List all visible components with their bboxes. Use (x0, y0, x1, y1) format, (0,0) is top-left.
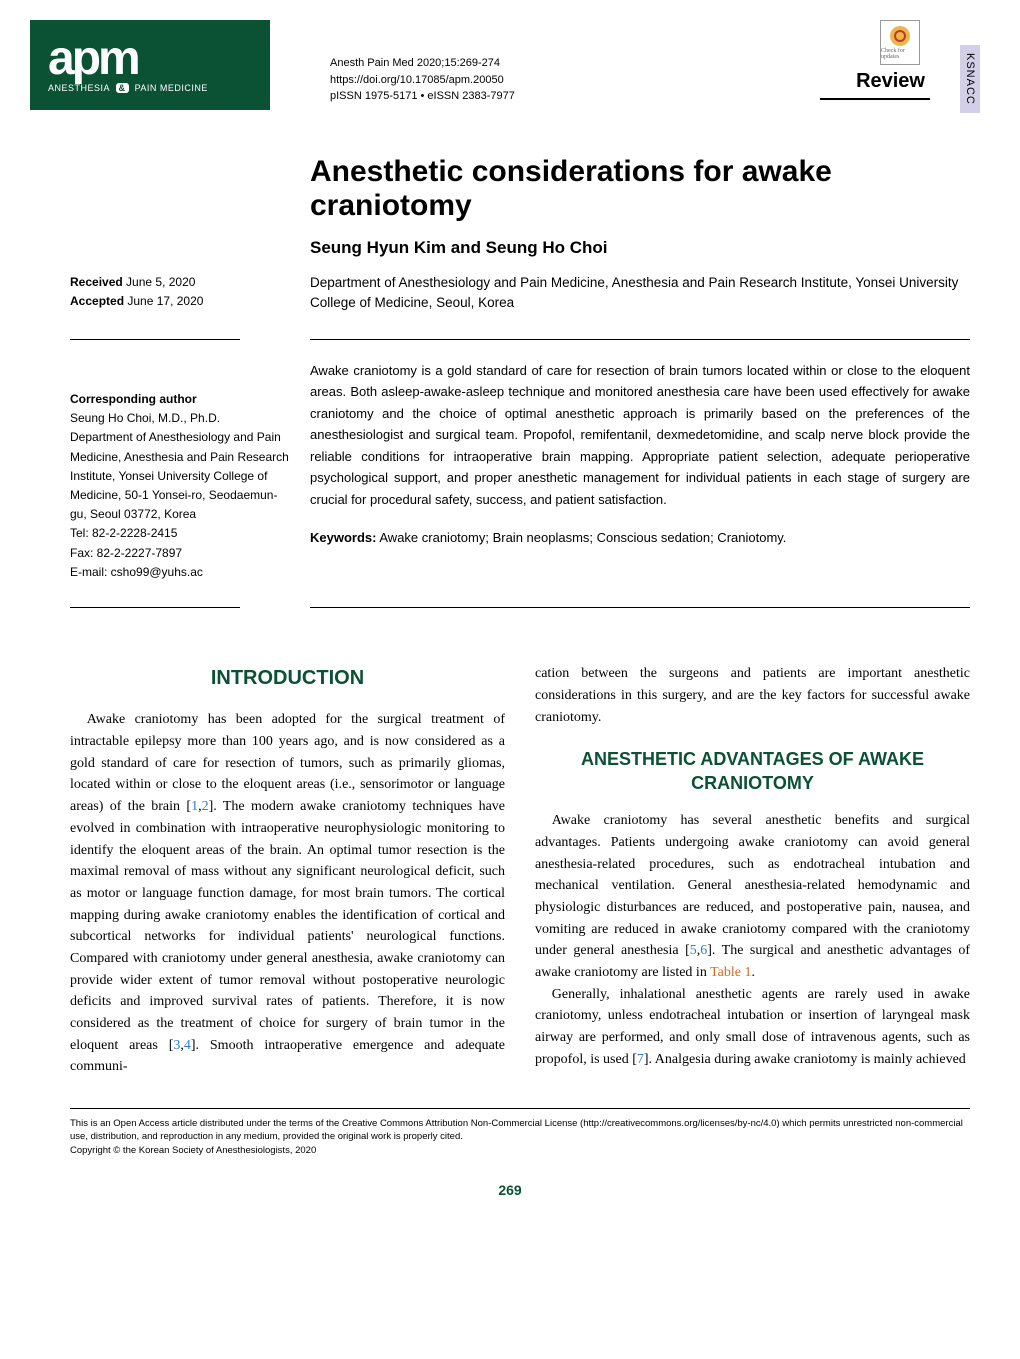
advantages-heading: ANESTHETIC ADVANTAGES OF AWAKE CRANIOTOM… (535, 748, 970, 795)
ref-4[interactable]: 4 (184, 1038, 191, 1053)
accepted-label: Accepted (70, 294, 124, 308)
divider-right-2 (310, 607, 970, 609)
divider-left (70, 339, 240, 341)
doi-link[interactable]: https://doi.org/10.17085/apm.20050 (330, 72, 515, 89)
corresponding-name: Seung Ho Choi, M.D., Ph.D. (70, 409, 290, 428)
divider-right (310, 339, 970, 341)
corresponding-tel: Tel: 82-2-2228-2415 (70, 524, 290, 543)
meta-row: Received June 5, 2020 Accepted June 17, … (70, 273, 970, 314)
corresponding-author-block: Corresponding author Seung Ho Choi, M.D.… (70, 360, 310, 582)
section-side-tab: KSNACC (960, 45, 980, 113)
citation-block: Anesth Pain Med 2020;15:269-274 https://… (330, 55, 515, 105)
article-type-underline (820, 98, 930, 100)
article-type-label: Review (856, 70, 925, 93)
body-columns: INTRODUCTION Awake craniotomy has been a… (70, 663, 970, 1078)
abstract-row: Corresponding author Seung Ho Choi, M.D.… (70, 360, 970, 582)
abstract-text: Awake craniotomy is a gold standard of c… (310, 360, 970, 510)
ref-7[interactable]: 7 (637, 1052, 644, 1067)
ref-5[interactable]: 5 (690, 943, 697, 958)
keywords-text: Awake craniotomy; Brain neoplasms; Consc… (379, 530, 786, 545)
footer-block: This is an Open Access article distribut… (70, 1117, 970, 1157)
issn-text: pISSN 1975-5171 • eISSN 2383-7977 (330, 88, 515, 105)
dates-block: Received June 5, 2020 Accepted June 17, … (70, 273, 310, 314)
logo-text: apm (48, 37, 252, 80)
accepted-date: June 17, 2020 (127, 294, 203, 308)
corresponding-email[interactable]: E-mail: csho99@yuhs.ac (70, 563, 290, 582)
footer-divider (70, 1108, 970, 1109)
advantages-p2: Generally, inhalational anesthetic agent… (535, 984, 970, 1071)
article-authors: Seung Hyun Kim and Seung Ho Choi (310, 238, 970, 258)
abstract-block: Awake craniotomy is a gold standard of c… (310, 360, 970, 582)
keywords-label: Keywords: (310, 530, 376, 545)
license-text: This is an Open Access article distribut… (70, 1117, 970, 1144)
table-1-ref[interactable]: Table 1 (710, 965, 751, 980)
introduction-heading: INTRODUCTION (70, 663, 505, 694)
keywords-line: Keywords: Awake craniotomy; Brain neopla… (310, 530, 970, 545)
corresponding-label: Corresponding author (70, 390, 290, 409)
divider-left-2 (70, 607, 240, 609)
page-number: 269 (0, 1182, 1020, 1198)
copyright-text: Copyright © the Korean Society of Anesth… (70, 1144, 970, 1157)
journal-header: apm ANESTHESIA & PAIN MEDICINE Anesth Pa… (0, 0, 1020, 120)
corresponding-fax: Fax: 82-2-2227-7897 (70, 544, 290, 563)
introduction-paragraph: Awake craniotomy has been adopted for th… (70, 709, 505, 1078)
received-date: June 5, 2020 (126, 275, 195, 289)
column-right: cation between the surgeons and patients… (535, 663, 970, 1078)
ref-2[interactable]: 2 (202, 799, 209, 814)
department-affiliation: Department of Anesthesiology and Pain Me… (310, 273, 970, 314)
crossmark-icon (890, 26, 910, 46)
advantages-p1: Awake craniotomy has several anesthetic … (535, 810, 970, 984)
corresponding-address: Department of Anesthesiology and Pain Me… (70, 428, 290, 524)
citation-text: Anesth Pain Med 2020;15:269-274 (330, 55, 515, 72)
crossmark-badge[interactable]: Check for updates (880, 20, 920, 65)
journal-logo: apm ANESTHESIA & PAIN MEDICINE (30, 20, 270, 110)
column-left: INTRODUCTION Awake craniotomy has been a… (70, 663, 505, 1078)
logo-subtitle: ANESTHESIA & PAIN MEDICINE (48, 83, 252, 93)
received-label: Received (70, 275, 123, 289)
introduction-continuation: cation between the surgeons and patients… (535, 663, 970, 728)
article-title: Anesthetic considerations for awake cran… (310, 155, 970, 223)
